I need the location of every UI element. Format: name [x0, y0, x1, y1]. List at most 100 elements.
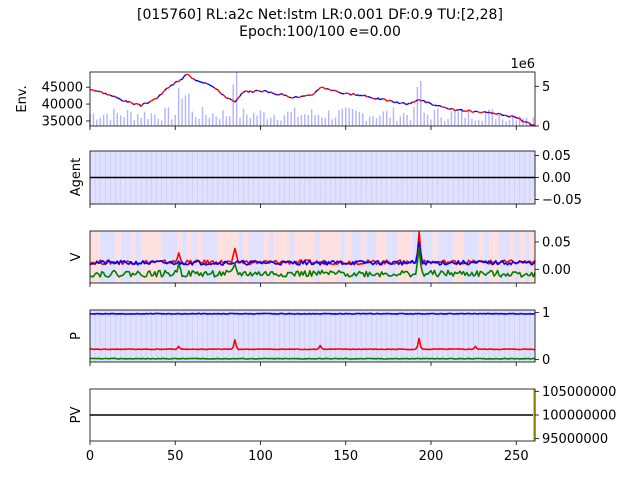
price-segment	[314, 90, 318, 94]
v-band	[161, 231, 167, 283]
v-band	[483, 231, 489, 283]
volume-bar	[293, 107, 296, 126]
volume-bar	[113, 108, 115, 126]
price-segment	[185, 73, 188, 76]
v-band	[407, 231, 413, 283]
price-segment	[340, 92, 343, 95]
price-segment	[519, 117, 522, 121]
volume-bar	[416, 86, 419, 126]
price-segment	[394, 101, 398, 104]
price-segment	[178, 79, 181, 83]
volume-bar	[512, 114, 514, 126]
volume-bar	[464, 117, 466, 126]
price-segment	[171, 83, 174, 86]
price-segment	[317, 87, 321, 91]
price-segment	[498, 112, 502, 115]
volume-bar	[154, 114, 156, 126]
volume-bar	[508, 119, 511, 126]
price-segment	[469, 109, 473, 113]
volume-bar	[525, 117, 528, 126]
v-band	[330, 231, 336, 283]
price-segment	[348, 93, 352, 96]
v-band	[166, 231, 172, 283]
agent-y-tick-label: 0.05	[542, 149, 571, 164]
price-segment	[295, 95, 299, 99]
price-segment	[454, 109, 457, 112]
volume-bar	[331, 119, 333, 126]
volume-bar	[157, 118, 159, 126]
v-band	[427, 231, 433, 283]
v-band	[371, 231, 377, 283]
v-band	[95, 231, 101, 283]
price-segment	[326, 87, 329, 90]
volume-bar	[259, 110, 262, 126]
price-segment	[447, 108, 451, 111]
x-tick-label: 250	[504, 449, 529, 464]
x-tick-label: 100	[248, 449, 273, 464]
v-background	[90, 231, 535, 283]
price-segment	[258, 90, 261, 93]
v-band	[355, 231, 362, 283]
volume-bar	[116, 112, 118, 126]
volume-bar	[447, 119, 449, 126]
v-band	[309, 231, 316, 283]
volume-bar	[106, 113, 108, 126]
price-segment	[103, 92, 106, 95]
price-segment	[200, 81, 203, 84]
v-band	[381, 231, 387, 283]
volume-bar	[355, 110, 357, 126]
v-band	[453, 231, 459, 283]
volume-bar	[324, 117, 326, 126]
price-segment	[174, 80, 178, 83]
volume-bar	[334, 117, 337, 126]
v-band	[345, 231, 351, 283]
price-segment	[343, 92, 346, 95]
price-segment	[239, 93, 243, 97]
price-segment	[350, 93, 354, 96]
price-segment	[510, 115, 514, 118]
price-segment	[268, 91, 272, 94]
price-segment	[219, 91, 222, 95]
price-segment	[495, 113, 498, 116]
volume-bar	[399, 116, 402, 126]
price-segment	[439, 105, 442, 108]
price-segment	[224, 95, 227, 99]
volume-bar	[423, 112, 425, 126]
price-segment	[446, 107, 449, 110]
volume-bar	[372, 116, 374, 126]
price-segment	[386, 99, 389, 102]
v-band	[519, 231, 525, 283]
price-segment	[311, 93, 314, 96]
volume-bar	[457, 111, 459, 126]
volume-bar	[379, 115, 381, 126]
volume-bar	[184, 95, 187, 126]
volume-bar	[99, 117, 101, 126]
price-segment	[132, 102, 135, 106]
x-tick-label: 50	[167, 449, 184, 464]
price-segment	[128, 100, 132, 104]
v-band	[125, 231, 131, 283]
price-segment	[430, 103, 434, 106]
price-segment	[428, 102, 432, 105]
price-segment	[391, 100, 394, 103]
price-segment	[522, 120, 526, 123]
p-y-tick-label: 0	[542, 353, 550, 368]
volume-bar	[338, 110, 340, 126]
volume-bar	[437, 108, 439, 126]
price-segment	[123, 99, 127, 102]
volume-bar	[222, 110, 224, 126]
volume-bar	[518, 116, 521, 126]
p-panel-frame	[89, 309, 536, 363]
volume-bar	[443, 120, 446, 126]
env-secondary-tick-label: 0	[542, 120, 550, 135]
volume-bar	[256, 115, 258, 126]
volume-bar	[246, 114, 248, 126]
price-segment	[473, 110, 476, 113]
v-band	[509, 231, 515, 283]
v-band	[115, 231, 121, 283]
env-panel-frame	[89, 71, 536, 127]
env-secondary-axis-label: 1e6	[510, 57, 535, 72]
price-segment	[485, 111, 488, 114]
volume-bar	[440, 117, 442, 126]
